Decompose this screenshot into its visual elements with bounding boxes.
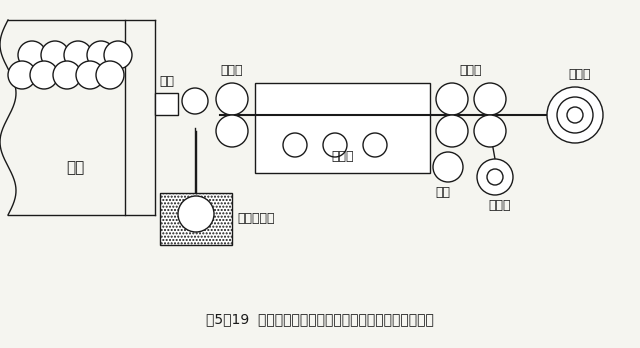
Circle shape (216, 83, 248, 115)
Text: 收卷辊: 收卷辊 (569, 68, 591, 81)
Circle shape (474, 83, 506, 115)
Circle shape (41, 41, 69, 69)
Circle shape (436, 83, 468, 115)
Circle shape (323, 133, 347, 157)
Circle shape (53, 61, 81, 89)
Circle shape (547, 87, 603, 143)
Text: 整纺: 整纺 (159, 75, 174, 88)
Circle shape (436, 115, 468, 147)
Circle shape (30, 61, 58, 89)
Text: 树脂浸渍槽: 树脂浸渍槽 (237, 213, 275, 226)
Circle shape (104, 41, 132, 69)
Circle shape (567, 107, 583, 123)
Circle shape (433, 152, 463, 182)
Circle shape (474, 115, 506, 147)
Bar (155, 93, 178, 115)
Text: 纱架: 纱架 (66, 160, 84, 175)
Text: 挤压辊: 挤压辊 (221, 64, 243, 77)
Bar (160, 193, 232, 245)
Circle shape (477, 159, 513, 195)
Circle shape (283, 133, 307, 157)
Bar (160, 193, 232, 245)
Circle shape (216, 115, 248, 147)
Circle shape (557, 97, 593, 133)
Text: 压实辊: 压实辊 (460, 64, 483, 77)
Bar (255, 83, 430, 173)
Circle shape (487, 169, 503, 185)
Circle shape (363, 133, 387, 157)
Text: 隔离纸: 隔离纸 (489, 199, 511, 212)
Circle shape (18, 41, 46, 69)
Circle shape (64, 41, 92, 69)
Circle shape (182, 88, 208, 114)
Circle shape (76, 61, 104, 89)
Text: 图5－19  阵列式连续排铺法湿法制造连续无纬布的示意图: 图5－19 阵列式连续排铺法湿法制造连续无纬布的示意图 (206, 312, 434, 326)
Text: 导辊: 导辊 (435, 186, 451, 199)
Circle shape (178, 196, 214, 232)
Circle shape (8, 61, 36, 89)
Circle shape (87, 41, 115, 69)
Circle shape (96, 61, 124, 89)
Text: 烘干炉: 烘干炉 (332, 150, 354, 163)
